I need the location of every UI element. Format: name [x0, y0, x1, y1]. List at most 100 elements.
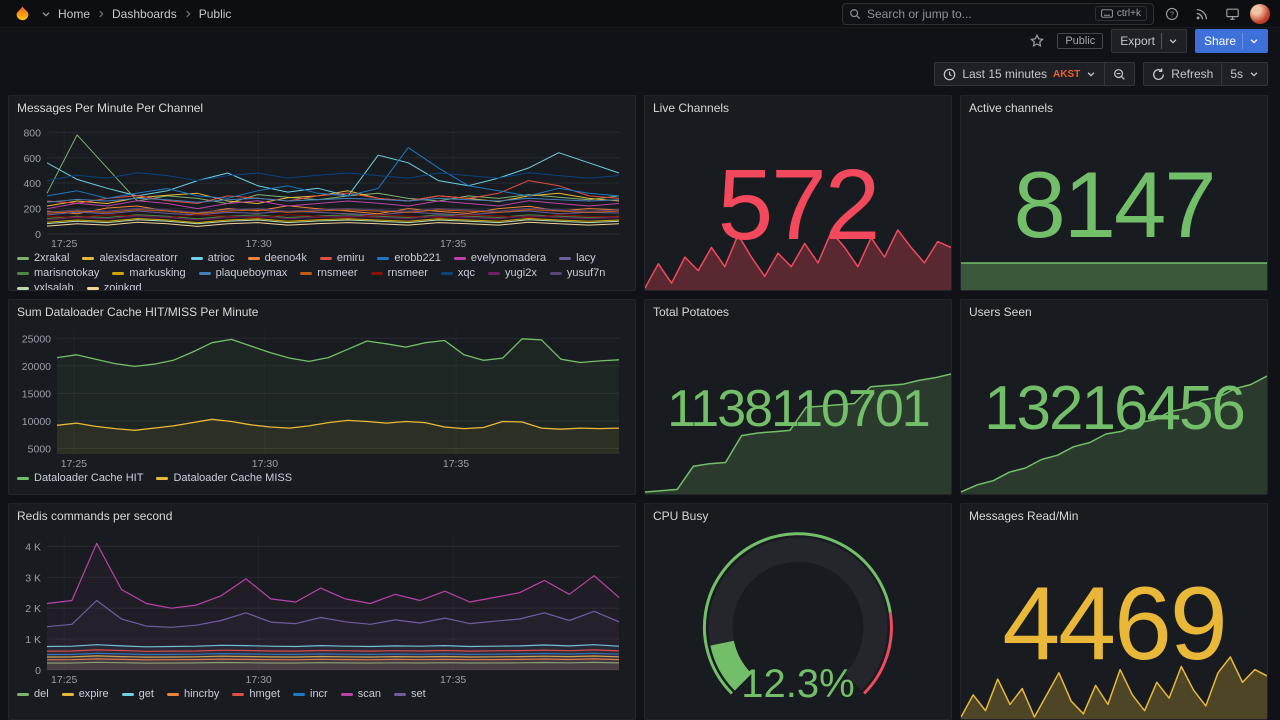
stat-value: 4469 [1002, 565, 1227, 682]
legend-item[interactable]: yugi2x [488, 267, 537, 279]
legend-item[interactable]: set [393, 688, 426, 700]
legend-item[interactable]: alexisdacreatorr [82, 252, 178, 264]
breadcrumb-separator [96, 9, 106, 19]
panel-cpu-busy: CPU Busy 12.3% [644, 503, 952, 720]
breadcrumb-dashboards[interactable]: Dashboards [112, 6, 177, 21]
svg-text:20000: 20000 [22, 361, 51, 373]
legend-item[interactable]: rnsmeer [370, 267, 428, 279]
legend-swatch [319, 256, 332, 260]
legend-item[interactable]: lacy [559, 252, 596, 264]
breadcrumb-public[interactable]: Public [198, 6, 232, 21]
sparkline-chart [961, 656, 1267, 719]
messages-line-chart[interactable]: 0 200 400 600 800 17:25 17:30 17:35 [17, 120, 627, 250]
legend-item[interactable]: atrioc [190, 252, 235, 264]
legend-item[interactable]: yusuf7n [549, 267, 606, 279]
svg-text:17:25: 17:25 [61, 458, 87, 470]
refresh-interval-picker[interactable]: 5s [1222, 62, 1268, 86]
refresh-button[interactable]: Refresh [1143, 62, 1223, 86]
legend-item[interactable]: incr [293, 688, 328, 700]
grafana-logo[interactable] [10, 2, 34, 26]
chevron-down-icon [1250, 72, 1258, 77]
panel-title[interactable]: Sum Dataloader Cache HIT/MISS Per Minute [17, 305, 259, 319]
panel-title[interactable]: Active channels [969, 101, 1054, 115]
panel-title[interactable]: Messages Per Minute Per Channel [17, 101, 204, 115]
svg-text:1 K: 1 K [25, 634, 41, 646]
legend-label: incr [310, 688, 328, 700]
legend-item[interactable]: emiru [319, 252, 364, 264]
search-input[interactable] [867, 6, 1089, 21]
legend-item[interactable]: get [121, 688, 154, 700]
user-avatar[interactable] [1250, 3, 1270, 24]
legend-label: scan [357, 688, 381, 700]
legend-item[interactable]: scan [340, 688, 381, 700]
legend-item[interactable]: 2xrakal [17, 252, 69, 264]
chevron-right-icon [186, 10, 191, 17]
sparkline-chart [645, 373, 951, 494]
monitor-icon [1225, 8, 1239, 20]
stat-value: 572 [717, 149, 881, 261]
news-button[interactable] [1190, 2, 1214, 26]
public-badge[interactable]: Public [1057, 33, 1104, 49]
svg-text:17:35: 17:35 [443, 458, 469, 470]
legend-item[interactable]: zoinkgd [86, 282, 142, 291]
messages-legend: 2xrakal alexisdacreatorr atrioc deeno4k emir… [9, 250, 635, 291]
legend-label: yusuf7n [566, 267, 606, 279]
dataloader-line-chart[interactable]: 5000 10000 15000 20000 25000 17:25 17:30 17:35 [17, 324, 627, 470]
clock-icon [944, 68, 956, 80]
svg-text:17:35: 17:35 [440, 674, 466, 686]
legend-item[interactable]: expire [61, 688, 109, 700]
legend-item[interactable]: xqc [440, 267, 476, 279]
legend-label: set [410, 688, 426, 700]
export-button[interactable]: Export [1111, 29, 1187, 53]
legend-item[interactable]: erobb221 [377, 252, 441, 264]
panel-title[interactable]: Users Seen [969, 305, 1032, 319]
svg-text:25000: 25000 [22, 333, 51, 345]
legend-item[interactable]: markusking [112, 267, 186, 279]
panel-title[interactable]: Messages Read/Min [969, 509, 1079, 523]
legend-label: xqc [457, 267, 476, 279]
search-shortcut-badge: ctrl+k [1094, 6, 1147, 21]
org-switcher-caret[interactable] [40, 2, 52, 26]
legend-label: get [138, 688, 154, 700]
chevron-down-icon [1087, 72, 1095, 77]
panel-title[interactable]: CPU Busy [653, 509, 709, 523]
svg-text:4 K: 4 K [25, 541, 41, 553]
svg-text:600: 600 [23, 153, 41, 165]
legend-item[interactable]: hmget [232, 688, 280, 700]
legend-item[interactable]: Dataloader Cache HIT [17, 472, 143, 484]
panel-title[interactable]: Total Potatoes [653, 305, 730, 319]
legend-label: rnsmeer [387, 267, 428, 279]
legend-label: plaqueboymax [215, 267, 288, 279]
breadcrumb-home[interactable]: Home [58, 6, 91, 21]
legend-label: 2xrakal [34, 252, 70, 264]
refresh-icon [1153, 68, 1165, 80]
panel-title[interactable]: Redis commands per second [17, 509, 173, 523]
legend-item[interactable]: plaqueboymax [198, 267, 288, 279]
legend-label: zoinkgd [103, 282, 142, 291]
legend-item[interactable]: rnsmeer [300, 267, 358, 279]
legend-item[interactable]: del [17, 688, 49, 700]
legend-item[interactable]: deeno4k [247, 252, 307, 264]
legend-item[interactable]: evelynomadera [453, 252, 546, 264]
legend-label: hmget [249, 688, 280, 700]
time-range-picker[interactable]: Last 15 minutes AKST [934, 62, 1106, 86]
redis-line-chart[interactable]: 0 1 K 2 K 3 K 4 K 17:25 17:30 17:35 [17, 528, 627, 686]
legend-label: expire [78, 688, 109, 700]
legend-item[interactable]: Dataloader Cache MISS [156, 472, 292, 484]
legend-label: rnsmeer [317, 267, 358, 279]
panel-title[interactable]: Live Channels [653, 101, 730, 115]
legend-swatch [340, 692, 353, 696]
legend-item[interactable]: marisnotokay [17, 267, 99, 279]
star-button[interactable] [1025, 29, 1049, 53]
search-box[interactable]: ctrl+k [842, 2, 1154, 25]
panel-total-potatoes: Total Potatoes 1138110701 [644, 299, 952, 495]
help-button[interactable]: ? [1160, 2, 1184, 26]
star-icon [1030, 34, 1045, 48]
legend-swatch [86, 286, 99, 290]
legend-item[interactable]: hincrby [166, 688, 219, 700]
legend-item[interactable]: yxlsalah [17, 282, 74, 290]
display-button[interactable] [1220, 2, 1244, 26]
share-button[interactable]: Share [1194, 29, 1268, 53]
zoom-out-button[interactable] [1105, 62, 1136, 86]
